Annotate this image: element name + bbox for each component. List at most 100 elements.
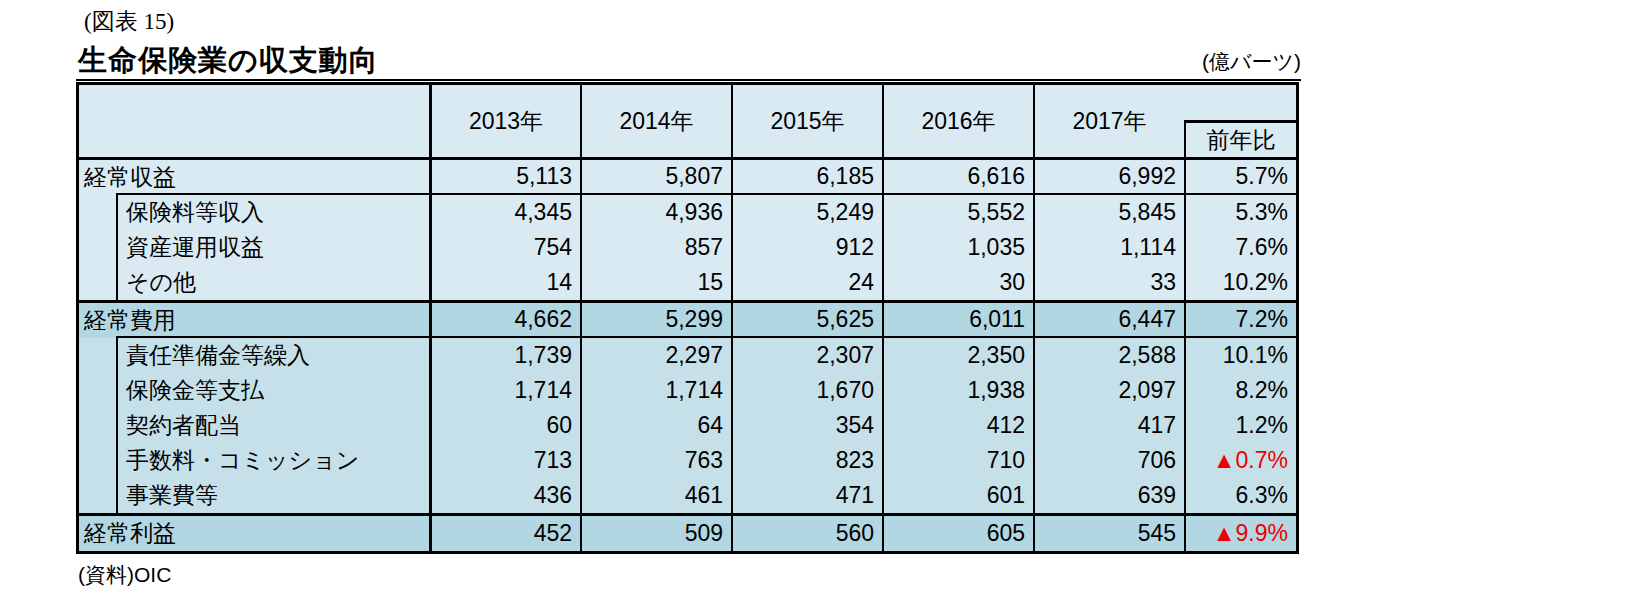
indent-strip — [79, 265, 116, 300]
indent-strip — [79, 230, 116, 265]
table-row: 手数料・コミッション713763823710706▲0.7% — [79, 443, 1296, 478]
cell-value: 15 — [580, 265, 731, 300]
page-title: 生命保険業の収支動向 — [78, 44, 379, 76]
indent-strip — [79, 478, 116, 513]
cell-value: 1,938 — [882, 373, 1033, 408]
row-label: 経常費用 — [79, 303, 429, 338]
cell-value: 4,345 — [429, 195, 580, 230]
header-year-2014: 2014年 — [580, 85, 731, 157]
cell-value: 14 — [429, 265, 580, 300]
cell-value: 5,845 — [1033, 195, 1184, 230]
cell-yoy: 6.3% — [1184, 478, 1296, 513]
cell-value: 601 — [882, 478, 1033, 513]
row-sublabel: 責任準備金等繰入 — [116, 338, 429, 373]
cell-value: 5,299 — [580, 303, 731, 338]
row-label: 経常収益 — [79, 160, 429, 195]
cell-value: 436 — [429, 478, 580, 513]
cell-value: 1,035 — [882, 230, 1033, 265]
cell-value: 417 — [1033, 408, 1184, 443]
cell-value: 412 — [882, 408, 1033, 443]
cell-value: 6,011 — [882, 303, 1033, 338]
cell-yoy: 5.7% — [1184, 160, 1296, 195]
cell-value: 5,113 — [429, 160, 580, 195]
cell-value: 354 — [731, 408, 882, 443]
table-row: 保険料等収入4,3454,9365,2495,5525,8455.3% — [79, 195, 1296, 230]
cell-value: 763 — [580, 443, 731, 478]
cell-value: 713 — [429, 443, 580, 478]
source-note: (資料)OIC — [76, 561, 1304, 589]
cell-value: 1,114 — [1033, 230, 1184, 265]
table-row: 経常収益5,1135,8076,1856,6166,9925.7% — [79, 160, 1296, 195]
cell-value: 560 — [731, 516, 882, 551]
cell-value: 1,670 — [731, 373, 882, 408]
cell-value: 24 — [731, 265, 882, 300]
row-sublabel: 契約者配当 — [116, 408, 429, 443]
cell-value: 545 — [1033, 516, 1184, 551]
table-row: 経常利益452509560605545▲9.9% — [79, 513, 1296, 551]
cell-yoy: ▲9.9% — [1184, 516, 1296, 551]
cell-value: 6,616 — [882, 160, 1033, 195]
row-label: 経常利益 — [79, 516, 429, 551]
cell-value: 509 — [580, 516, 731, 551]
header-yoy-cell: 前年比 — [1184, 85, 1296, 157]
indent-strip — [79, 408, 116, 443]
cell-value: 710 — [882, 443, 1033, 478]
indent-strip — [79, 338, 116, 373]
row-sublabel: 保険金等支払 — [116, 373, 429, 408]
header-empty-cell — [79, 85, 429, 157]
cell-value: 2,350 — [882, 338, 1033, 373]
indent-strip — [79, 443, 116, 478]
header-yoy-box: 前年比 — [1184, 120, 1296, 157]
cell-value: 2,588 — [1033, 338, 1184, 373]
cell-yoy: 7.2% — [1184, 303, 1296, 338]
row-sublabel: その他 — [116, 265, 429, 300]
figure-number-label: (図表 15) — [76, 6, 1304, 38]
cell-value: 706 — [1033, 443, 1184, 478]
figure-block: (図表 15) 生命保険業の収支動向 (億バーツ) 2013年 2014年 20… — [76, 6, 1304, 589]
table-row: 事業費等4364614716016396.3% — [79, 478, 1296, 513]
cell-value: 6,992 — [1033, 160, 1184, 195]
row-sublabel: 資産運用収益 — [116, 230, 429, 265]
cell-value: 1,739 — [429, 338, 580, 373]
cell-value: 754 — [429, 230, 580, 265]
row-sublabel: 事業費等 — [116, 478, 429, 513]
header-year-2016: 2016年 — [882, 85, 1033, 157]
cell-value: 461 — [580, 478, 731, 513]
table-header-row: 2013年 2014年 2015年 2016年 2017年 前年比 — [79, 85, 1296, 160]
cell-value: 471 — [731, 478, 882, 513]
cell-value: 2,297 — [580, 338, 731, 373]
header-year-2015: 2015年 — [731, 85, 882, 157]
cell-value: 6,447 — [1033, 303, 1184, 338]
cell-value: 5,249 — [731, 195, 882, 230]
cell-value: 4,936 — [580, 195, 731, 230]
cell-value: 5,552 — [882, 195, 1033, 230]
cell-yoy: ▲0.7% — [1184, 443, 1296, 478]
cell-value: 4,662 — [429, 303, 580, 338]
cell-value: 33 — [1033, 265, 1184, 300]
table-row: 契約者配当60643544124171.2% — [79, 408, 1296, 443]
table-row: 経常費用4,6625,2995,6256,0116,4477.2% — [79, 300, 1296, 338]
header-year-2013: 2013年 — [429, 85, 580, 157]
cell-yoy: 1.2% — [1184, 408, 1296, 443]
cell-value: 823 — [731, 443, 882, 478]
cell-value: 64 — [580, 408, 731, 443]
cell-value: 2,097 — [1033, 373, 1184, 408]
cell-value: 639 — [1033, 478, 1184, 513]
cell-value: 30 — [882, 265, 1033, 300]
income-statement-table: 2013年 2014年 2015年 2016年 2017年 前年比 経常収益5,… — [76, 82, 1299, 554]
table-row: 保険金等支払1,7141,7141,6701,9382,0978.2% — [79, 373, 1296, 408]
table-row: その他141524303310.2% — [79, 265, 1296, 300]
cell-value: 5,625 — [731, 303, 882, 338]
cell-value: 1,714 — [429, 373, 580, 408]
cell-yoy: 10.2% — [1184, 265, 1296, 300]
indent-strip — [79, 195, 116, 230]
table-body: 経常収益5,1135,8076,1856,6166,9925.7%保険料等収入4… — [79, 160, 1296, 551]
cell-value: 2,307 — [731, 338, 882, 373]
cell-yoy: 8.2% — [1184, 373, 1296, 408]
unit-note: (億バーツ) — [1202, 48, 1301, 76]
cell-yoy: 10.1% — [1184, 338, 1296, 373]
row-sublabel: 保険料等収入 — [116, 195, 429, 230]
cell-value: 605 — [882, 516, 1033, 551]
cell-yoy: 7.6% — [1184, 230, 1296, 265]
cell-value: 6,185 — [731, 160, 882, 195]
